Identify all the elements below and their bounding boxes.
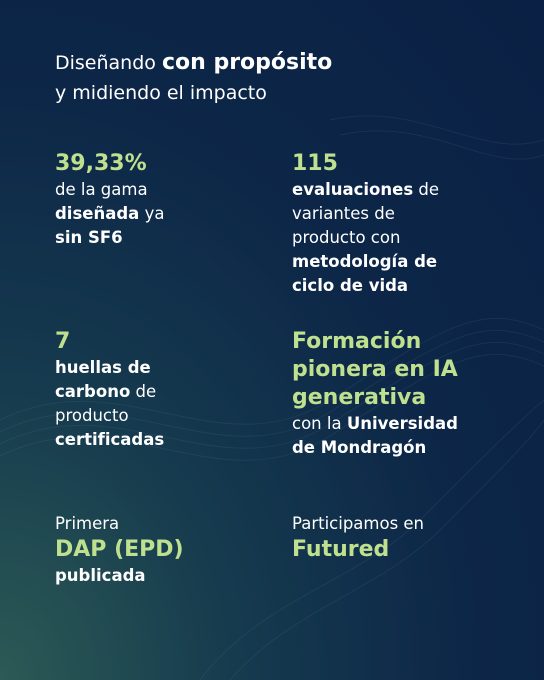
stat-block: 7 huellas de carbono de producto certificada… bbox=[55, 328, 164, 452]
text-run: Formación bbox=[292, 329, 422, 354]
text-line: variantes de bbox=[292, 202, 439, 226]
stat-block: Formación pionera en IA generativa con la U… bbox=[292, 328, 458, 460]
stat-block: Primera DAP (EPD) publicada bbox=[55, 512, 184, 588]
text-line: metodología de bbox=[292, 250, 439, 274]
text-run: huellas de bbox=[55, 358, 151, 377]
text-run: generativa bbox=[292, 385, 427, 410]
text-run: ya bbox=[144, 204, 165, 223]
text-run: 39,33% bbox=[55, 151, 147, 176]
text-line: de la gama bbox=[55, 178, 164, 202]
text-run: ciclo de vida bbox=[292, 276, 409, 295]
text-line: diseñada ya bbox=[55, 202, 164, 226]
text-line: publicada bbox=[55, 564, 184, 588]
text-line: generativa bbox=[292, 384, 458, 412]
text-run: DAP (EPD) bbox=[55, 537, 184, 562]
text-line: 7 bbox=[55, 328, 164, 356]
text-run: diseñada bbox=[55, 204, 140, 223]
text-line: huellas de bbox=[55, 356, 164, 380]
text-run: Participamos en bbox=[292, 514, 425, 533]
text-run: producto bbox=[55, 406, 129, 425]
title: Diseñando con propósito y midiendo el imp… bbox=[55, 48, 332, 108]
text-line: sin SF6 bbox=[55, 226, 164, 250]
text-run: certificadas bbox=[55, 430, 165, 449]
text-run: Primera bbox=[55, 514, 120, 533]
text-line: certificadas bbox=[55, 428, 164, 452]
text-run: con propósito bbox=[161, 50, 333, 75]
text-run: carbono bbox=[55, 382, 131, 401]
text-line: producto con bbox=[292, 226, 439, 250]
text-line: Primera bbox=[55, 512, 184, 536]
text-run: Futured bbox=[292, 537, 390, 562]
text-run: publicada bbox=[55, 566, 146, 585]
text-run: evaluaciones bbox=[292, 180, 414, 199]
text-run: pionera en IA bbox=[292, 357, 458, 382]
text-run: variantes de bbox=[292, 204, 395, 223]
text-line: pionera en IA bbox=[292, 356, 458, 384]
text-run: Universidad bbox=[346, 414, 458, 433]
stat-block: 39,33% de la gama diseñada ya sin SF6 bbox=[55, 150, 164, 250]
stat-block: 115 evaluaciones de variantes de producto c… bbox=[292, 150, 439, 298]
text-line: 39,33% bbox=[55, 150, 164, 178]
text-run: con la bbox=[292, 414, 342, 433]
text-line: Participamos en bbox=[292, 512, 424, 536]
text-run: de Mondragón bbox=[292, 438, 427, 457]
text-run: sin SF6 bbox=[55, 228, 123, 247]
text-run: metodología de bbox=[292, 252, 438, 271]
stat-block: Participamos en Futured bbox=[292, 512, 424, 564]
text-line: DAP (EPD) bbox=[55, 536, 184, 564]
text-run: producto con bbox=[292, 228, 401, 247]
text-run: 115 bbox=[292, 151, 338, 176]
text-run: Diseñando bbox=[55, 52, 156, 74]
text-run: y midiendo el impacto bbox=[55, 82, 267, 104]
text-line: 115 bbox=[292, 150, 439, 178]
text-run: de bbox=[135, 382, 157, 401]
text-line: ciclo de vida bbox=[292, 274, 439, 298]
text-line: Futured bbox=[292, 536, 424, 564]
text-run: de bbox=[418, 180, 440, 199]
text-line: Formación bbox=[292, 328, 458, 356]
text-line: y midiendo el impacto bbox=[55, 78, 332, 108]
text-line: con la Universidad bbox=[292, 412, 458, 436]
text-line: de Mondragón bbox=[292, 436, 458, 460]
text-line: carbono de bbox=[55, 380, 164, 404]
text-line: producto bbox=[55, 404, 164, 428]
text-line: Diseñando con propósito bbox=[55, 48, 332, 78]
text-line: evaluaciones de bbox=[292, 178, 439, 202]
text-run: de la gama bbox=[55, 180, 148, 199]
text-run: 7 bbox=[55, 329, 71, 354]
